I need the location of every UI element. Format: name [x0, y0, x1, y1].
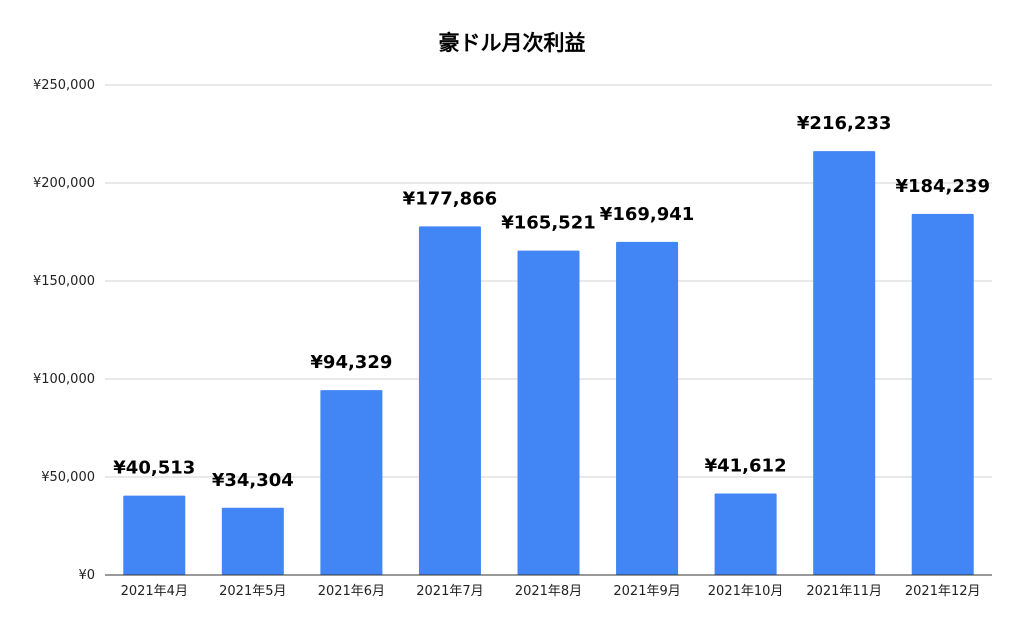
bar	[418, 226, 481, 576]
data-label: ¥94,329	[310, 352, 392, 373]
bar	[221, 507, 284, 575]
data-labels: ¥40,513 ¥34,304 ¥94,329 ¥177,866¥165,521 ¥16…	[113, 113, 990, 491]
bar	[714, 493, 777, 575]
y-axis-ticks: ¥0 ¥50,000 ¥100,000 ¥150,000 ¥200,000 ¥250,00…	[33, 78, 95, 583]
bar	[320, 390, 383, 575]
bar	[517, 250, 580, 575]
x-tick-label: 2021年9月	[613, 584, 680, 599]
bar	[616, 241, 679, 575]
y-tick-label: ¥0	[78, 568, 95, 583]
x-tick-label: 2021年6月	[318, 584, 385, 599]
x-tick-label: 2021年11月	[806, 584, 882, 599]
y-tick-label: ¥250,000	[33, 78, 95, 93]
bar	[911, 213, 974, 576]
data-label: ¥177,866	[403, 188, 498, 209]
chart-title: 豪ドル月次利益	[439, 31, 586, 55]
bar	[813, 151, 876, 575]
data-label: ¥34,304	[212, 470, 294, 491]
y-tick-label: ¥150,000	[33, 274, 95, 289]
x-tick-label: 2021年8月	[515, 584, 582, 599]
y-tick-label: ¥200,000	[33, 176, 95, 191]
data-label: ¥40,513	[113, 458, 195, 479]
data-label: ¥216,233	[797, 113, 892, 134]
bar	[123, 495, 186, 575]
data-label: ¥165,521	[501, 213, 596, 234]
x-tick-label: 2021年10月	[708, 584, 784, 599]
x-tick-label: 2021年5月	[219, 584, 286, 599]
x-tick-label: 2021年4月	[121, 584, 188, 599]
data-label: ¥169,941	[600, 204, 695, 225]
data-label: ¥41,612	[705, 455, 787, 476]
x-tick-label: 2021年7月	[416, 584, 483, 599]
y-tick-label: ¥100,000	[33, 372, 95, 387]
x-axis-ticks: 2021年4月 2021年5月 2021年6月 2021年7月 2021年8月 2021年…	[121, 584, 981, 599]
data-label: ¥184,239	[895, 176, 990, 197]
bars	[123, 151, 974, 576]
x-tick-label: 2021年12月	[905, 584, 981, 599]
y-tick-label: ¥50,000	[41, 470, 95, 485]
